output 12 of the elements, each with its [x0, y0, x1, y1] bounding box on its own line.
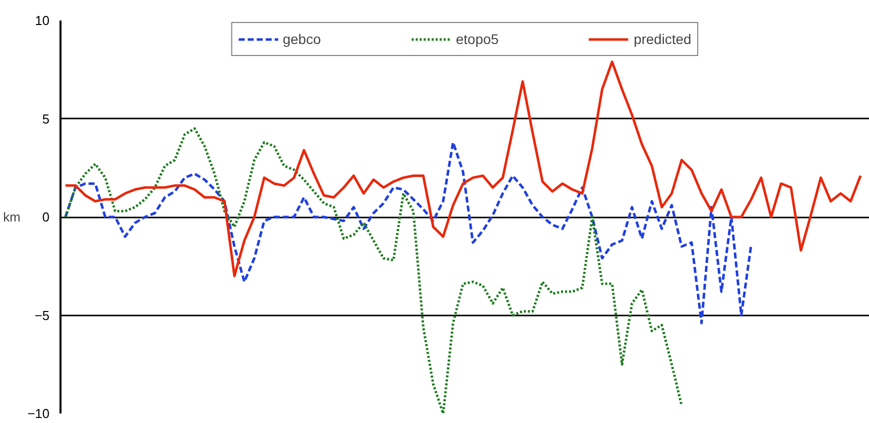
- y-tick-label: −10: [27, 406, 50, 421]
- legend-label: etopo5: [456, 31, 499, 47]
- legend-label: predicted: [634, 31, 692, 47]
- legend-label: gebco: [282, 31, 321, 47]
- y-tick-label: 10: [35, 13, 50, 28]
- y-tick-label: 0: [42, 210, 50, 224]
- line-series: [64, 60, 862, 278]
- y-axis-title: km: [3, 210, 20, 224]
- line-series: [64, 127, 683, 414]
- y-tick-label: 5: [42, 111, 50, 126]
- y-tick-label: −5: [34, 308, 50, 323]
- line-series: [64, 141, 752, 324]
